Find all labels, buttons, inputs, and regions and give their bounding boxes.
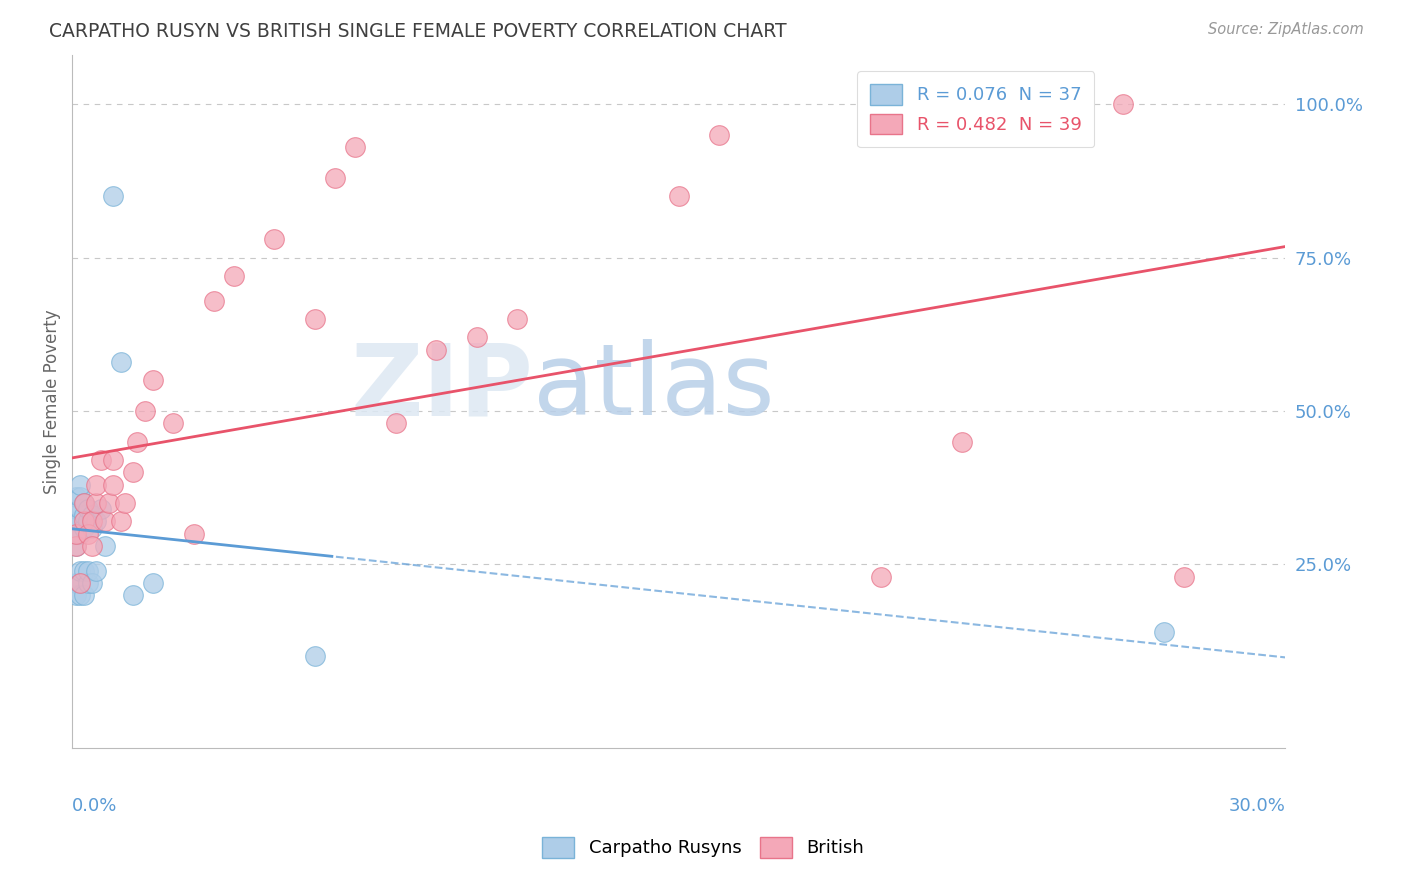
Text: ZIP: ZIP: [350, 340, 533, 436]
Point: [86, 564, 108, 578]
Point: [65, 502, 87, 516]
Point: [183, 526, 205, 541]
Text: 30.0%: 30.0%: [1229, 797, 1285, 815]
Point: [1173, 570, 1195, 584]
Point: [86, 515, 108, 529]
Point: [202, 293, 225, 308]
Point: [142, 575, 165, 590]
Point: [65, 526, 87, 541]
Point: [263, 232, 285, 246]
Point: [101, 477, 124, 491]
Point: [77, 502, 100, 516]
Point: [97, 496, 120, 510]
Point: [82, 508, 104, 523]
Point: [65, 575, 87, 590]
Point: [65, 588, 87, 602]
Point: [90, 502, 112, 516]
Point: [465, 330, 488, 344]
Point: [73, 496, 96, 510]
Point: [69, 526, 91, 541]
Point: [77, 575, 100, 590]
Point: [86, 477, 108, 491]
Point: [77, 515, 100, 529]
Point: [668, 189, 690, 203]
Point: [65, 515, 87, 529]
Point: [82, 539, 104, 553]
Point: [69, 575, 91, 590]
Text: Source: ZipAtlas.com: Source: ZipAtlas.com: [1208, 22, 1364, 37]
Legend: R = 0.076  N = 37, R = 0.482  N = 39: R = 0.076 N = 37, R = 0.482 N = 39: [858, 71, 1094, 147]
Point: [86, 496, 108, 510]
Point: [110, 355, 132, 369]
Point: [384, 417, 406, 431]
Point: [73, 508, 96, 523]
Point: [142, 373, 165, 387]
Point: [950, 434, 973, 449]
Point: [101, 189, 124, 203]
Point: [65, 490, 87, 504]
Point: [69, 502, 91, 516]
Point: [69, 564, 91, 578]
Point: [69, 588, 91, 602]
Point: [82, 520, 104, 534]
Point: [77, 526, 100, 541]
Point: [73, 515, 96, 529]
Point: [65, 539, 87, 553]
Point: [69, 477, 91, 491]
Text: 0.0%: 0.0%: [72, 797, 118, 815]
Point: [73, 588, 96, 602]
Text: CARPATHO RUSYN VS BRITISH SINGLE FEMALE POVERTY CORRELATION CHART: CARPATHO RUSYN VS BRITISH SINGLE FEMALE …: [49, 22, 787, 41]
Point: [122, 588, 145, 602]
Legend: Carpatho Rusyns, British: Carpatho Rusyns, British: [534, 830, 872, 865]
Point: [222, 268, 245, 283]
Point: [134, 404, 156, 418]
Point: [77, 564, 100, 578]
Point: [869, 570, 891, 584]
Point: [93, 515, 115, 529]
Point: [69, 490, 91, 504]
Point: [110, 515, 132, 529]
Point: [425, 343, 447, 357]
Point: [323, 170, 346, 185]
Point: [344, 140, 367, 154]
Point: [707, 128, 730, 142]
Point: [93, 539, 115, 553]
Point: [73, 520, 96, 534]
Point: [65, 539, 87, 553]
Point: [506, 312, 529, 326]
Point: [73, 496, 96, 510]
Point: [114, 496, 136, 510]
Point: [69, 575, 91, 590]
Point: [162, 417, 184, 431]
Point: [82, 575, 104, 590]
Point: [125, 434, 148, 449]
Point: [1112, 97, 1135, 112]
Point: [65, 526, 87, 541]
Point: [82, 515, 104, 529]
Point: [304, 312, 326, 326]
Text: atlas: atlas: [533, 340, 775, 436]
Point: [101, 453, 124, 467]
Point: [69, 515, 91, 529]
Point: [73, 564, 96, 578]
Y-axis label: Single Female Poverty: Single Female Poverty: [44, 310, 60, 494]
Point: [90, 453, 112, 467]
Point: [122, 466, 145, 480]
Point: [1153, 624, 1175, 639]
Point: [304, 649, 326, 664]
